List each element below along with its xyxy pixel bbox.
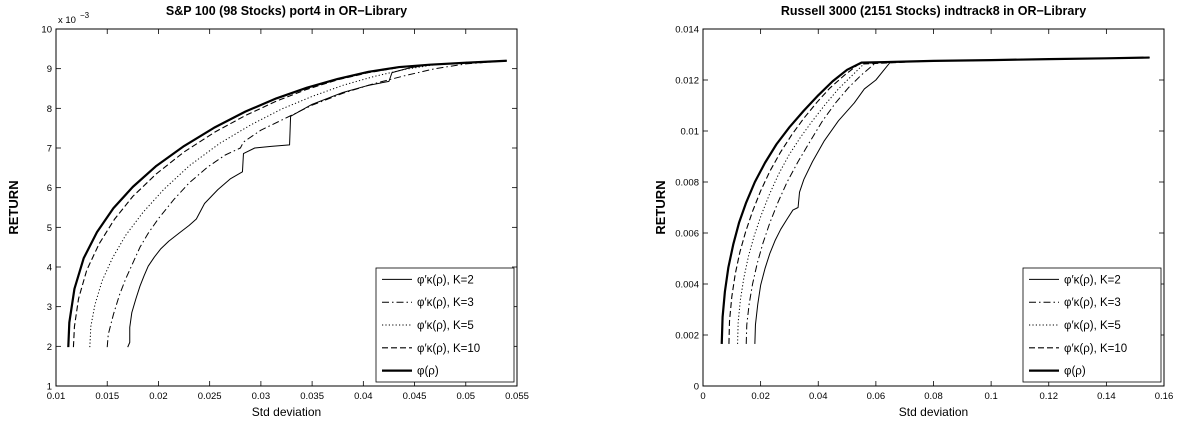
- x-tick-label: 0.01: [47, 391, 66, 402]
- legend-label: φ′κ(ρ), K=5: [417, 320, 474, 332]
- y-tick-label: 5: [47, 223, 52, 234]
- y-tick-label: 3: [47, 302, 52, 313]
- legend-label: φ′κ(ρ), K=10: [417, 343, 480, 355]
- x-axis-label: Std deviation: [899, 405, 968, 419]
- y-multiplier-exponent: −3: [80, 11, 90, 20]
- y-tick-label: 0.01: [681, 127, 700, 138]
- x-tick-label: 0.055: [505, 391, 529, 402]
- x-axis-label: Std deviation: [252, 405, 321, 419]
- y-tick-label: 0.004: [675, 280, 699, 291]
- y-tick-label: 4: [47, 263, 52, 274]
- chart-title: Russell 3000 (2151 Stocks) indtrack8 in …: [781, 4, 1086, 18]
- y-axis-label: RETURN: [6, 180, 21, 234]
- x-tick-label: 0.025: [198, 391, 222, 402]
- y-tick-label: 2: [47, 342, 52, 353]
- x-tick-label: 0.045: [403, 391, 427, 402]
- legend-label: φ(ρ): [417, 366, 439, 378]
- x-tick-label: 0.1: [985, 391, 998, 402]
- y-axis-label: RETURN: [653, 180, 668, 234]
- series-line-4: [72, 60, 507, 348]
- y-tick-label: 0.014: [675, 25, 699, 36]
- y-tick-label: 9: [47, 64, 52, 75]
- x-tick-label: 0.12: [1040, 391, 1059, 402]
- x-tick-label: 0.035: [300, 391, 324, 402]
- legend-label: φ′κ(ρ), K=3: [417, 297, 474, 309]
- legend-label: φ′κ(ρ), K=10: [1064, 343, 1127, 355]
- y-tick-label: 0: [694, 382, 699, 393]
- legend-label: φ′κ(ρ), K=2: [417, 274, 474, 286]
- y-tick-label: 0.002: [675, 331, 699, 342]
- chart-panel-1: 0.01 0.015 0.02 0.025 0.03 0.035 0.04 0.045 0.05…: [6, 4, 529, 419]
- series-line-1: [127, 60, 507, 348]
- x-tick-label: 0.015: [95, 391, 119, 402]
- legend-label: φ′κ(ρ), K=3: [1064, 297, 1121, 309]
- x-tick-label: 0.08: [924, 391, 943, 402]
- x-tick-label: 0.05: [457, 391, 476, 402]
- x-tick-label: 0.16: [1155, 391, 1174, 402]
- series-line-5: [720, 56, 1150, 344]
- series-line-5: [67, 59, 507, 348]
- legend-label: φ′κ(ρ), K=2: [1064, 274, 1121, 286]
- x-tick-label: 0.06: [867, 391, 886, 402]
- legend-label: φ′κ(ρ), K=5: [1064, 320, 1121, 332]
- y-tick-label: 0.012: [675, 76, 699, 87]
- legend-label: φ(ρ): [1064, 366, 1086, 378]
- chart-title: S&P 100 (98 Stocks) port4 in OR−Library: [166, 4, 407, 18]
- y-tick-label: 8: [47, 104, 52, 115]
- y-tick-label: 0.006: [675, 229, 699, 240]
- y-tick-label: 6: [47, 183, 52, 194]
- chart-panel-2: 0 0.02 0.04 0.06 0.08 0.1 0.12 0.14 0.16 0 0.002 0.…: [653, 4, 1173, 419]
- x-tick-label: 0: [700, 391, 705, 402]
- y-multiplier-label: x 10: [58, 15, 76, 26]
- y-tick-label: 10: [41, 25, 52, 36]
- y-tick-label: 7: [47, 144, 52, 155]
- y-tick-label: 0.008: [675, 178, 699, 189]
- x-tick-label: 0.02: [149, 391, 168, 402]
- x-tick-label: 0.04: [809, 391, 828, 402]
- series-line-2: [106, 60, 507, 348]
- x-tick-label: 0.14: [1097, 391, 1116, 402]
- y-tick-label: 1: [47, 382, 52, 393]
- x-tick-label: 0.02: [751, 391, 770, 402]
- x-tick-label: 0.03: [252, 391, 271, 402]
- x-tick-label: 0.04: [354, 391, 373, 402]
